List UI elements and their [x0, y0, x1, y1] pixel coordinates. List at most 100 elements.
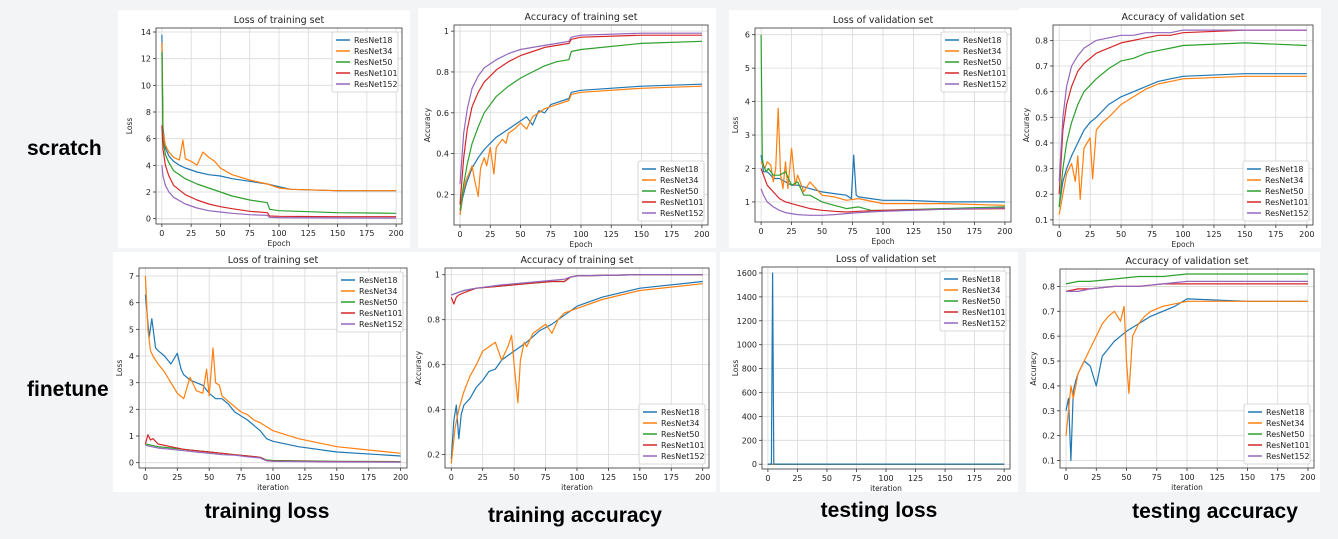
chart-c6-xtick-label: 100: [569, 473, 584, 482]
series-line-resnet152: [1066, 280, 1308, 293]
chart-c6-ytick-label: 1: [435, 271, 440, 280]
chart-c3-xlabel: Epoch: [872, 237, 895, 246]
series-line-resnet18: [450, 280, 703, 460]
chart-c5-legend-box: [336, 271, 404, 333]
chart-c8-ytick-label: 0.2: [1042, 432, 1055, 441]
series-line-resnet50: [459, 40, 703, 211]
chart-c6-plot-area: [450, 274, 703, 464]
chart-c4-ytick-label: 0.3: [1035, 165, 1048, 174]
chart-c7-xtick-label: 175: [967, 474, 982, 483]
chart-c3-ytick-label: 2: [745, 164, 750, 173]
chart-c6-ytick-label: 0.4: [427, 406, 440, 415]
column-label-training-accuracy: training accuracy: [488, 504, 662, 527]
chart-c2-xtick-label: 175: [664, 230, 679, 239]
chart-c3-ytick-label: 4: [745, 98, 750, 107]
chart-c6-title: Accuracy of training set: [521, 255, 634, 266]
chart-c2-ytick-label: 0.8: [436, 68, 449, 77]
chart-c1-legend: ResNet18 ResNet34 ResNet50 ResNet101 ResNet1…: [331, 31, 399, 93]
chart-panel-finetune-training-loss: Loss of training set 0 25 50 75 100 125 150 175 2…: [113, 252, 413, 492]
chart-c4-legend: ResNet18 ResNet34 ResNet50 ResNet101 ResNet1…: [1242, 160, 1310, 222]
legend-label-resnet152: ResNet152: [1265, 209, 1309, 218]
chart-c7-xtick-label: 75: [851, 474, 861, 483]
legend-label-resnet18: ResNet18: [660, 165, 699, 174]
chart-c2-title: Accuracy of training set: [525, 12, 638, 23]
chart-c8-xtick-label: 75: [1152, 473, 1162, 482]
legend-label-resnet50: ResNet50: [660, 187, 699, 196]
chart-c4-ytick-label: 0.5: [1035, 113, 1048, 122]
chart-c4-xtick-label: 75: [1147, 230, 1157, 239]
column-label-training-loss: training loss: [204, 500, 330, 523]
chart-c2-xtick-label: 50: [515, 230, 525, 239]
series-line-resnet18: [459, 83, 703, 215]
legend-label-resnet18: ResNet18: [1266, 408, 1305, 417]
series-line-resnet34: [1065, 300, 1308, 436]
chart-c2-ytick-label: 0.2: [436, 190, 449, 199]
chart-c3-xtick-label: 200: [997, 227, 1012, 236]
chart-c2-axes-frame: [453, 24, 709, 226]
legend-label-resnet34: ResNet34: [661, 419, 700, 428]
legend-label-resnet34: ResNet34: [963, 47, 1002, 56]
chart-c5-legend: ResNet18 ResNet34 ResNet50 ResNet101 ResNet1…: [336, 271, 404, 333]
chart-c3-xtick-label: 50: [817, 227, 827, 236]
chart-panel-finetune-training-accuracy: Accuracy of training set 0 25 50 75 100 125 150…: [413, 252, 716, 492]
chart-c1-ylabel: Loss: [125, 118, 134, 135]
chart-c8-xtick-label: 50: [1121, 473, 1131, 482]
chart-c5-ytick-label: 6: [129, 299, 134, 308]
legend-label-resnet152: ResNet152: [1266, 452, 1310, 461]
chart-c8-legend: ResNet18 ResNet34 ResNet50 ResNet101 ResNet1…: [1243, 403, 1311, 465]
legend-label-resnet50: ResNet50: [1265, 187, 1304, 196]
chart-c8-ytick-label: 0.8: [1042, 282, 1055, 291]
chart-c6-ytick-label: 0.8: [427, 316, 440, 325]
chart-c7-ytick-label: 1400: [737, 293, 757, 302]
chart-c8-ytick-label: 0.1: [1042, 457, 1055, 466]
legend-label-resnet152: ResNet152: [359, 320, 403, 329]
chart-c5-xtick-label: 175: [361, 473, 376, 482]
chart-c1-ytick-label: 8: [146, 108, 151, 117]
legend-label-resnet18: ResNet18: [661, 408, 700, 417]
chart-finetune-validation-accuracy: Accuracy of validation set 0 25 50 75 100 125 1…: [1029, 256, 1316, 492]
legend-label-resnet101: ResNet101: [660, 198, 704, 207]
legend-label-resnet101: ResNet101: [354, 69, 398, 78]
chart-c3-legend: ResNet18 ResNet34 ResNet50 ResNet101 ResNet1…: [940, 31, 1008, 93]
chart-c7-xtick-label: 150: [937, 474, 952, 483]
chart-c8-plot-area: [1065, 273, 1308, 462]
series-line-resnet50: [1065, 273, 1308, 285]
series-line-resnet34: [1058, 75, 1307, 215]
legend-label-resnet50: ResNet50: [354, 58, 393, 67]
chart-c1-ytick-label: 0: [146, 215, 151, 224]
chart-c7-xtick-label: 100: [878, 474, 893, 483]
legend-label-resnet101: ResNet101: [963, 69, 1007, 78]
chart-c7-ytick-label: 1200: [737, 317, 757, 326]
legend-label-resnet50: ResNet50: [1266, 430, 1305, 439]
legend-label-resnet50: ResNet50: [661, 430, 700, 439]
chart-c2-ytick-label: 0.4: [436, 150, 449, 159]
chart-c6-ylabel: Accuracy: [414, 350, 423, 385]
series-line-resnet101: [760, 168, 1005, 213]
legend-label-resnet34: ResNet34: [354, 47, 393, 56]
chart-c7-xtick-label: 200: [996, 474, 1011, 483]
series-line-resnet34: [144, 275, 401, 454]
chart-c3-axes-frame: [754, 27, 1012, 223]
chart-c1-xtick-label: 150: [330, 229, 345, 238]
chart-c5-ytick-label: 4: [129, 352, 134, 361]
chart-panel-scratch-training-accuracy: Accuracy of training set 0 25 50 75 100 125 150…: [418, 8, 716, 248]
chart-c7-xtick-label: 25: [792, 474, 802, 483]
series-line-resnet152: [1058, 29, 1307, 182]
chart-c1-legend-box: [331, 31, 399, 93]
chart-c4-ylabel: Accuracy: [1022, 107, 1031, 142]
chart-scratch-validation-accuracy: Accuracy of validation set 0 25 50 75 100 125 1…: [1022, 12, 1314, 248]
chart-c1-xtick-label: 0: [159, 229, 164, 238]
column-label-testing-loss: testing loss: [820, 499, 938, 522]
chart-panel-scratch-training-loss: Loss of training set 0 25 50 75 100 125 150 175 2…: [118, 10, 410, 248]
chart-c2-plot-area: [459, 32, 703, 215]
chart-c1-xtick-label: 25: [186, 229, 196, 238]
chart-c7-ytick-label: 0: [752, 460, 757, 469]
chart-c7-plot-area: [767, 272, 1005, 465]
legend-label-resnet34: ResNet34: [660, 176, 699, 185]
legend-label-resnet101: ResNet101: [1266, 441, 1310, 450]
chart-c5-title: Loss of training set: [228, 255, 319, 266]
chart-c8-ylabel: Accuracy: [1029, 351, 1038, 386]
chart-c5-xtick-label: 200: [393, 473, 408, 482]
legend-label-resnet50: ResNet50: [962, 297, 1001, 306]
